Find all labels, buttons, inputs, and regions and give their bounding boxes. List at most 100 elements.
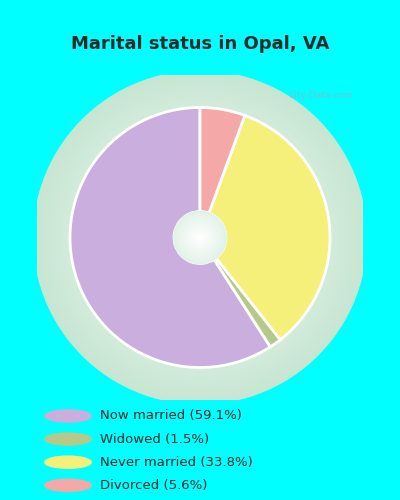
Text: Widowed (1.5%): Widowed (1.5%) xyxy=(100,432,209,446)
Circle shape xyxy=(185,222,215,252)
Circle shape xyxy=(160,198,240,277)
Text: Marital status in Opal, VA: Marital status in Opal, VA xyxy=(71,35,329,53)
Circle shape xyxy=(192,229,208,246)
Circle shape xyxy=(86,123,314,352)
Circle shape xyxy=(197,234,203,241)
Circle shape xyxy=(184,222,216,253)
Circle shape xyxy=(186,223,214,252)
Circle shape xyxy=(96,134,304,342)
Circle shape xyxy=(45,433,91,445)
Circle shape xyxy=(131,169,269,306)
Circle shape xyxy=(192,230,208,246)
Circle shape xyxy=(193,230,207,244)
Circle shape xyxy=(129,167,271,308)
Circle shape xyxy=(171,208,229,266)
Circle shape xyxy=(71,108,329,366)
Circle shape xyxy=(42,80,358,396)
Wedge shape xyxy=(200,108,245,213)
Circle shape xyxy=(194,232,206,243)
Circle shape xyxy=(125,162,275,312)
Circle shape xyxy=(92,130,308,346)
Circle shape xyxy=(181,218,219,256)
Circle shape xyxy=(134,171,266,304)
Circle shape xyxy=(40,78,360,398)
Wedge shape xyxy=(214,258,280,347)
Circle shape xyxy=(65,102,335,372)
Circle shape xyxy=(175,212,225,263)
Circle shape xyxy=(158,196,242,279)
Circle shape xyxy=(188,226,212,249)
Circle shape xyxy=(36,73,364,402)
Circle shape xyxy=(90,128,310,348)
Circle shape xyxy=(177,214,223,261)
Circle shape xyxy=(195,232,205,242)
Circle shape xyxy=(136,173,264,302)
Circle shape xyxy=(123,160,277,314)
Circle shape xyxy=(191,228,209,246)
Circle shape xyxy=(186,224,214,251)
Circle shape xyxy=(182,220,218,256)
Circle shape xyxy=(188,225,212,250)
Circle shape xyxy=(196,234,204,241)
Text: Divorced (5.6%): Divorced (5.6%) xyxy=(100,479,207,492)
Circle shape xyxy=(38,76,362,400)
Circle shape xyxy=(190,228,210,247)
Circle shape xyxy=(198,236,202,240)
Circle shape xyxy=(190,227,210,248)
Circle shape xyxy=(177,215,223,260)
Circle shape xyxy=(181,219,219,256)
Circle shape xyxy=(56,94,344,381)
Circle shape xyxy=(54,92,346,383)
Circle shape xyxy=(152,190,248,286)
Circle shape xyxy=(178,216,222,259)
Circle shape xyxy=(175,213,225,262)
Circle shape xyxy=(127,164,273,310)
Circle shape xyxy=(52,90,348,385)
Circle shape xyxy=(183,221,217,254)
Circle shape xyxy=(173,210,227,264)
Text: Never married (33.8%): Never married (33.8%) xyxy=(100,456,253,468)
Circle shape xyxy=(102,140,298,336)
Circle shape xyxy=(180,218,220,258)
Text: Now married (59.1%): Now married (59.1%) xyxy=(100,410,242,422)
Circle shape xyxy=(180,218,220,257)
Circle shape xyxy=(176,214,224,262)
Circle shape xyxy=(199,237,201,238)
Circle shape xyxy=(186,223,214,252)
Circle shape xyxy=(138,175,262,300)
Circle shape xyxy=(79,117,321,358)
Circle shape xyxy=(187,224,213,250)
Circle shape xyxy=(77,115,323,360)
Circle shape xyxy=(184,221,216,254)
Circle shape xyxy=(46,84,354,392)
Circle shape xyxy=(167,204,233,271)
Circle shape xyxy=(196,234,204,241)
Circle shape xyxy=(61,98,339,377)
Circle shape xyxy=(188,225,212,250)
Circle shape xyxy=(146,184,254,292)
Circle shape xyxy=(84,121,316,354)
Circle shape xyxy=(117,154,283,320)
Circle shape xyxy=(45,410,91,422)
Circle shape xyxy=(174,212,226,264)
Circle shape xyxy=(50,88,350,388)
Circle shape xyxy=(106,144,294,331)
Circle shape xyxy=(177,214,223,260)
Circle shape xyxy=(179,216,221,258)
Circle shape xyxy=(197,235,202,240)
Circle shape xyxy=(44,82,356,394)
Circle shape xyxy=(67,104,333,370)
Circle shape xyxy=(190,227,210,248)
Circle shape xyxy=(98,136,302,340)
Circle shape xyxy=(48,86,352,390)
Circle shape xyxy=(175,212,225,262)
Circle shape xyxy=(63,100,337,375)
Circle shape xyxy=(45,479,91,492)
Circle shape xyxy=(199,236,201,239)
Circle shape xyxy=(182,220,218,255)
Circle shape xyxy=(58,96,342,379)
Circle shape xyxy=(142,180,258,296)
Circle shape xyxy=(196,233,204,242)
Wedge shape xyxy=(70,108,270,368)
Circle shape xyxy=(113,150,287,325)
